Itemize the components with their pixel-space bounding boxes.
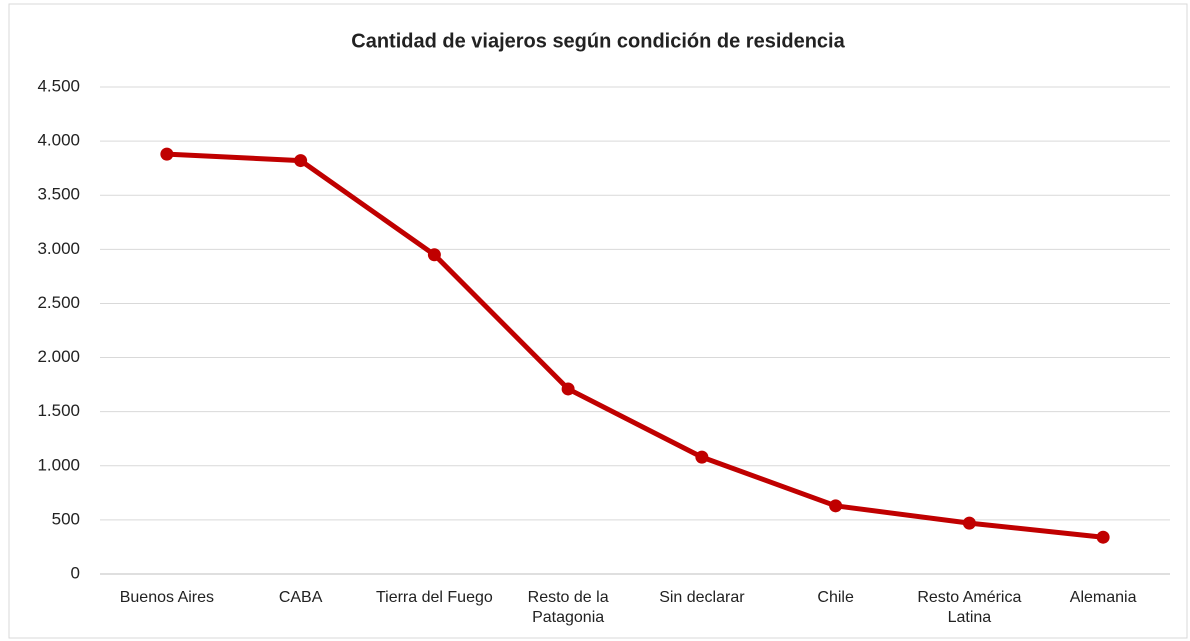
chart-border [8, 3, 1188, 639]
marker [1096, 530, 1110, 544]
x-tick-label: Sin declarar [659, 589, 745, 606]
chart-title: Cantidad de viajeros según condición de … [351, 30, 845, 52]
y-tick-label: 500 [52, 509, 80, 528]
marker [962, 516, 976, 530]
y-tick-label: 2.000 [37, 347, 80, 366]
marker [695, 450, 709, 464]
y-tick-label: 3.500 [37, 185, 80, 204]
y-tick-label: 3.000 [37, 239, 80, 258]
y-tick-label: 4.000 [37, 131, 80, 150]
marker [427, 248, 441, 262]
x-tick-label: Resto de la Patagonia [527, 589, 609, 626]
y-tick-label: 2.500 [37, 293, 80, 312]
marker [160, 147, 174, 161]
x-tick-label: Buenos Aires [119, 589, 215, 606]
marker [561, 382, 575, 396]
x-tick-label: Resto América Latina [917, 589, 1022, 626]
y-tick-label: 0 [71, 563, 80, 582]
x-tick-label: Chile [817, 589, 854, 606]
x-tick-label: CABA [278, 589, 323, 606]
x-tick-label: Tierra del Fuego [375, 589, 493, 606]
marker [294, 154, 308, 168]
marker [829, 499, 843, 513]
x-tick-label: Alemania [1069, 589, 1137, 606]
line [166, 151, 1104, 540]
y-tick-label: 4.500 [37, 76, 80, 95]
y-tick-label: 1.500 [37, 401, 80, 420]
y-tick-label: 1.000 [37, 455, 80, 474]
